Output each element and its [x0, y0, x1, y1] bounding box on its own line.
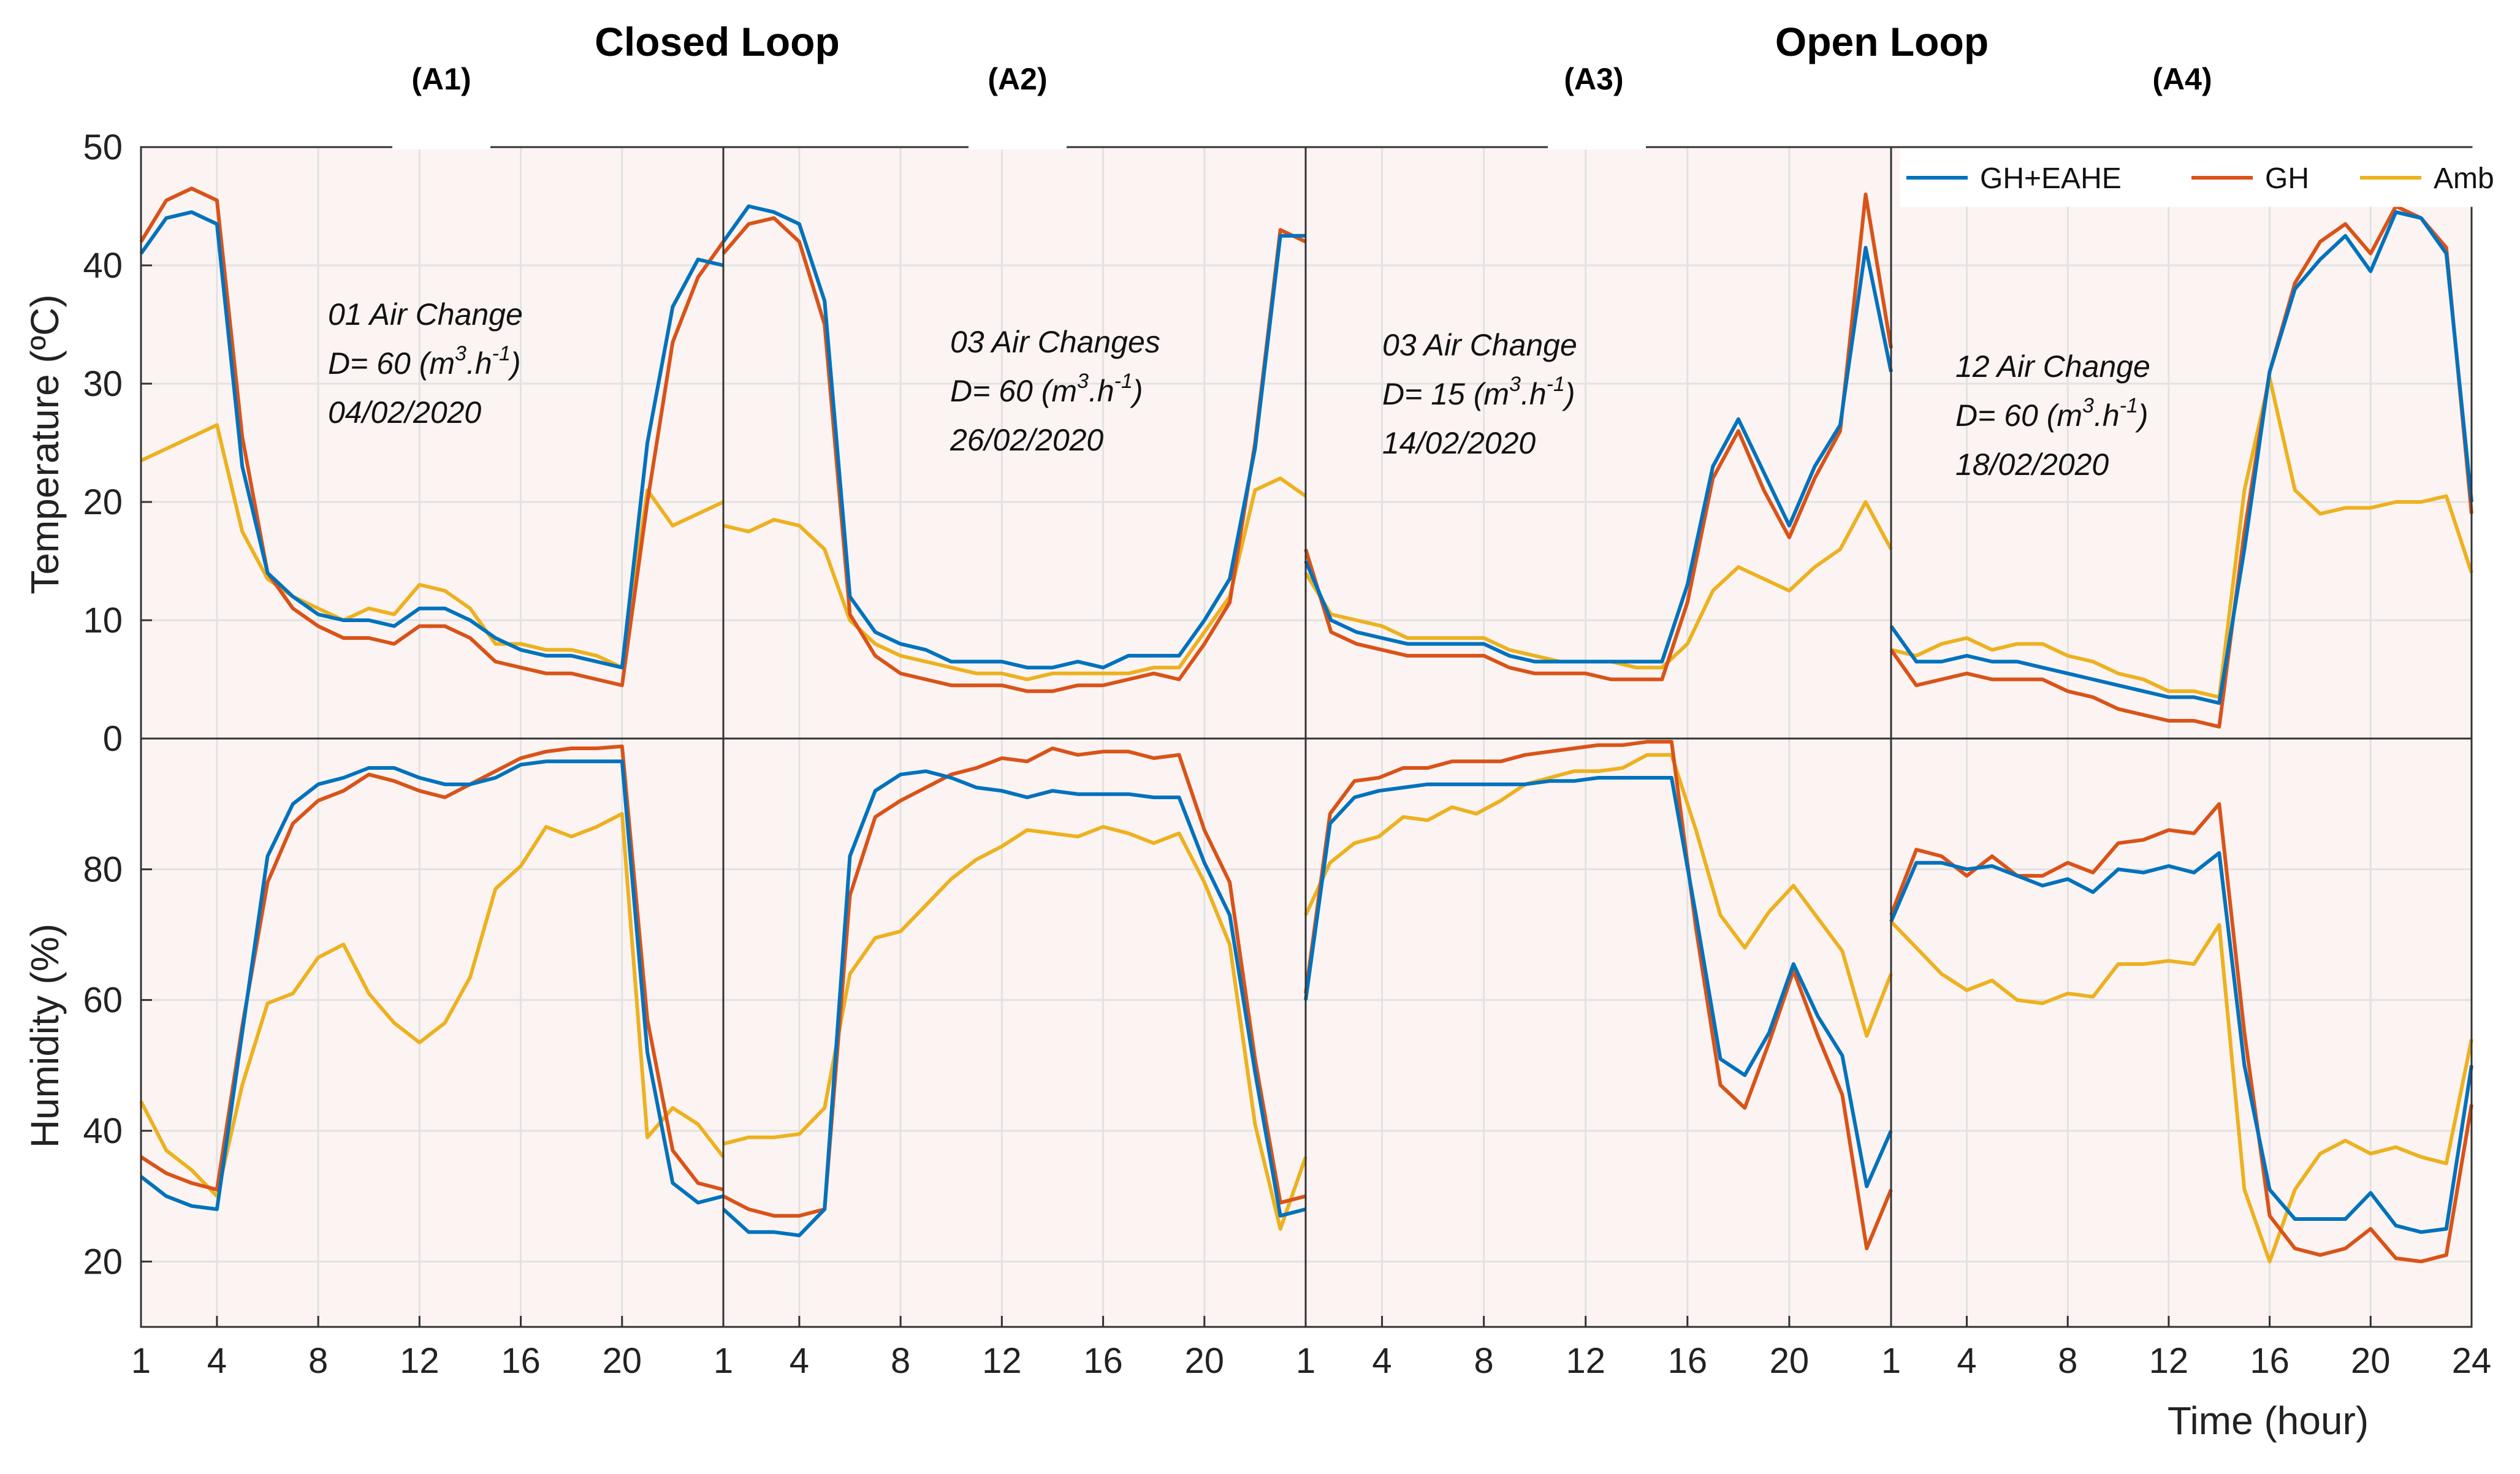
x-tick-label-a4: 8: [2058, 1341, 2077, 1381]
humidity-axis-label: Humidity (%): [23, 924, 67, 1148]
x-tick-label-a2: 1: [714, 1341, 733, 1381]
panel-label-a3: (A3): [1564, 62, 1624, 96]
temperature-line-gh-eahe-a3: [1304, 246, 1893, 664]
open-loop-title: Open Loop: [1775, 19, 1989, 64]
temperature-axis-label: Temperature (ºC): [23, 294, 67, 594]
humidity-line-amb-a2: [723, 825, 1308, 1231]
x-tick-label-a1: 8: [308, 1341, 328, 1381]
x-tick-label-a3: 12: [1566, 1341, 1605, 1381]
annotation-a2: 03 Air Changes D= 60 (m3.h-1) 26/02/2020: [950, 325, 1160, 457]
x-tick-label-a1: 20: [603, 1341, 642, 1381]
x-tick-label-a4: 4: [1957, 1341, 1976, 1381]
temperature-line-gh-a4: [1889, 204, 2473, 729]
temperature-line-amb-a4: [1890, 376, 2473, 699]
y-tick-label-humidity: 80: [83, 849, 123, 889]
y-tick-label-temperature: 50: [83, 127, 123, 167]
x-tick-label-a2: 8: [891, 1341, 910, 1381]
legend-label-gh: GH: [2265, 162, 2309, 195]
panel-label-a2: (A2): [988, 62, 1048, 96]
humidity-line-gh-a2: [722, 746, 1306, 1218]
x-tick-label-a4: 20: [2351, 1341, 2391, 1381]
x-tick-label-a3: 4: [1372, 1341, 1391, 1381]
x-tick-label-a2: 12: [982, 1341, 1022, 1381]
x-tick-label-a1: 4: [207, 1341, 227, 1381]
temperature-line-gh-eahe-a4: [1889, 210, 2473, 705]
x-tick-label-a4: 16: [2250, 1341, 2290, 1381]
temperature-line-gh-eahe-a1: [139, 210, 724, 670]
humidity-line-gh-eahe-a1: [140, 759, 724, 1211]
y-tick-label-temperature: 30: [83, 364, 123, 404]
humidity-panel-border: [1890, 737, 2473, 1328]
x-tick-label-a2: 4: [790, 1341, 809, 1381]
legend-label-amb: Amb: [2434, 162, 2494, 195]
legend-label-gh-eahe: GH+EAHE: [1980, 162, 2122, 195]
panel-label-a4: (A4): [2152, 62, 2212, 96]
y-tick-label-temperature: 40: [83, 246, 123, 286]
humidity-line-amb-a1: [139, 811, 725, 1198]
x-tick-label-a4: 24: [2452, 1341, 2492, 1381]
temperature-line-gh-a3: [1304, 192, 1893, 682]
humidity-line-gh-eahe-a3: [1304, 776, 1893, 1188]
annotation-a1: 01 Air Change D= 60 (m3.h-1) 04/02/2020: [328, 297, 523, 430]
x-tick-label-a4: 1: [1881, 1341, 1901, 1381]
panel-label-a1: (A1): [411, 62, 471, 96]
temperature-line-gh-a1: [139, 186, 725, 688]
y-tick-label-humidity: 40: [83, 1111, 123, 1151]
annotation-a3: 03 Air Change D= 15 (m3.h-1) 14/02/2020: [1382, 328, 1577, 460]
x-tick-label-a2: 20: [1185, 1341, 1225, 1381]
x-tick-label-a1: 16: [501, 1341, 541, 1381]
y-tick-label-humidity: 20: [83, 1242, 123, 1282]
temperature-line-amb-a2: [723, 476, 1307, 682]
humidity-line-gh-eahe-a4: [1889, 851, 2473, 1234]
closed-loop-title: Closed Loop: [595, 19, 840, 64]
x-tick-label-a3: 1: [1296, 1341, 1315, 1381]
humidity-line-amb-a3: [1304, 753, 1893, 1038]
x-tick-label-a3: 8: [1474, 1341, 1494, 1381]
y-tick-label-temperature: 0: [103, 719, 123, 759]
humidity-line-gh-eahe-a2: [721, 769, 1306, 1237]
humidity-line-gh-a3: [1304, 740, 1893, 1250]
y-tick-label-temperature: 20: [83, 482, 123, 522]
x-tick-label-a2: 16: [1083, 1341, 1123, 1381]
x-tick-label-a3: 16: [1668, 1341, 1708, 1381]
humidity-line-gh-a4: [1889, 802, 2473, 1264]
x-axis-label: Time (hour): [2168, 1399, 2369, 1443]
x-tick-label-a1: 1: [131, 1341, 151, 1381]
x-tick-label-a3: 20: [1770, 1341, 1810, 1381]
temperature-line-gh-eahe-a2: [721, 204, 1306, 670]
x-tick-label-a4: 12: [2149, 1341, 2189, 1381]
annotation-a4: 12 Air Change D= 60 (m3.h-1) 18/02/2020: [1955, 349, 2150, 482]
temperature-line-gh-a2: [721, 216, 1307, 693]
humidity-line-amb-a4: [1889, 920, 2473, 1264]
x-tick-label-a1: 12: [400, 1341, 440, 1381]
y-tick-label-temperature: 10: [83, 601, 123, 640]
y-tick-label-humidity: 60: [83, 981, 123, 1020]
